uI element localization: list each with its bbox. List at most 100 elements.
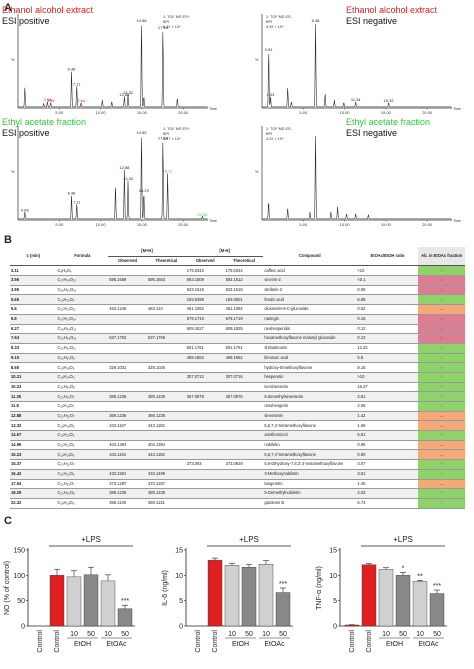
chromatogram-title: Ethanol alcohol extract	[2, 5, 94, 15]
cell-neg-theo: 357.0876	[224, 391, 264, 402]
cell-pos-theo	[147, 401, 186, 412]
cell-formula: C₂₀H₂₀O₇	[56, 411, 109, 422]
chromatogram-trace	[262, 136, 452, 220]
cell-compound: stellarin-2	[263, 285, 357, 296]
chromatogram-1: % Time 5.00 10.00 15.00 20.00 3.563.95 6.48 7.11…	[2, 5, 217, 115]
cell-ab: ↓	[418, 314, 465, 325]
cell-pos-theo: 369.1236	[147, 411, 186, 422]
peak-label: 14.95	[136, 130, 147, 135]
cell-rt: 8.33	[10, 343, 57, 354]
peak-label: 7.64	[77, 98, 86, 103]
table-header-row-1: tᵣ (min) Formula [M+H] [M-H] Compound Et…	[10, 247, 465, 267]
cell-neg-theo	[224, 469, 264, 480]
cell-neg-obs	[185, 449, 225, 461]
peak-label: 17.54	[158, 25, 169, 30]
peak-label: 6.48	[68, 191, 77, 196]
cell-neg-obs: 593.1509	[185, 275, 225, 286]
cell-rt: 10.23	[10, 382, 57, 393]
significance-marker: ***	[279, 581, 287, 588]
cell-ratio: >10	[356, 372, 419, 383]
bar	[378, 569, 394, 627]
lps-label: +LPS	[81, 535, 101, 544]
cell-pos-obs	[108, 294, 147, 306]
x-axis-label: Time	[453, 219, 461, 223]
y-tick-label: 15	[329, 548, 337, 555]
header-abundance: Ab. in EtOAc fraction	[418, 247, 465, 267]
cell-neg-obs	[185, 411, 225, 422]
cell-pos-theo: 403.1394	[147, 440, 186, 451]
y-axis-label: IL-6 (ng/ml)	[162, 570, 169, 606]
cell-neg-theo: 461.1084	[224, 304, 264, 315]
cell-pos-obs: 389.1236	[108, 391, 147, 402]
cell-compound: 5,6,7,4'-tetramethoxyflavone	[263, 420, 357, 432]
chromatogram-2: % Time 5.00 10.00 15.00 20.00 0.81 1.03 6.48 11.3…	[255, 5, 461, 115]
cell-compound: hydroxy-trimethoxyflavone	[263, 362, 357, 373]
cell-formula: C₁₉H₁₈O₆	[56, 362, 109, 373]
detector-info: 4.22 × 10⁴	[266, 137, 284, 141]
cell-rt: 14.96	[10, 440, 57, 451]
cell-rt: 10.21	[10, 372, 57, 383]
cell-neg-theo	[224, 362, 264, 373]
compound-table: tᵣ (min) Formula [M+H] [M-H] Compound Et…	[10, 247, 465, 652]
cell-neg-obs	[185, 362, 225, 373]
peak-label: 6.48	[68, 66, 77, 71]
x-tick-label: 5.00	[299, 110, 308, 115]
x-tick-label: 20.00	[422, 222, 433, 227]
header-formula: Formula	[56, 247, 109, 267]
cell-ab: ↓	[418, 324, 465, 335]
table-row: 17.54 C₂₀H₂₀O₇ 373.1287 373.1287 tangeretin 1…	[10, 479, 465, 490]
cell-ratio: >10	[356, 265, 419, 277]
detector-info: BPI	[163, 132, 169, 136]
cell-neg-obs: 501.1761	[185, 343, 225, 354]
cell-formula: C₂₂H₂₄O₁₁	[56, 343, 109, 354]
y-tick-label: 150	[13, 548, 25, 555]
cell-rt: 22.32	[10, 498, 57, 509]
x-category-label: 50	[245, 631, 253, 638]
cell-neg-obs	[185, 479, 225, 490]
x-category-label: 10	[262, 631, 270, 638]
cell-pos-obs: 595.1669	[108, 275, 147, 286]
chromatogram-mode: ESI positive	[2, 16, 50, 26]
cell-ratio: 1.69	[356, 420, 419, 432]
cell-rt: 8.65	[10, 362, 57, 373]
group-label: EtOH	[232, 641, 249, 648]
cell-compound: vicenin-2	[263, 275, 357, 286]
peak-label: 14.96	[136, 18, 147, 23]
x-tick-label: 15.00	[381, 110, 392, 115]
cell-compound: neohesperidin	[263, 324, 357, 335]
peak-label: 15.23	[139, 188, 150, 193]
cell-formula: C₂₀H₂₀O₇	[56, 391, 109, 402]
cell-ab: ↑	[418, 498, 465, 509]
x-category-label: Control	[54, 630, 61, 653]
x-category-label: Control	[366, 630, 373, 653]
x-category-label: 50	[433, 631, 441, 638]
cell-ab: ↓	[418, 333, 465, 344]
x-tick-label: 10.00	[340, 110, 351, 115]
cell-neg-theo	[224, 449, 264, 461]
cell-pos-obs: 329.1031	[108, 362, 147, 373]
cell-rt: 11.8	[10, 401, 57, 412]
cell-formula: C₂₇H₃₀O₁₅	[56, 275, 109, 286]
bar-chart-3: 0 5 10 15 TNF-α (ng/ml) +LPS Control Control 10 *…	[316, 535, 447, 653]
cell-formula: C₁₅H₁₀O₆	[56, 430, 109, 441]
y-axis-label: TNF-α (ng/ml)	[316, 566, 323, 610]
cell-rt: 9.15	[10, 353, 57, 364]
table-row: 14.67 C₁₅H₁₀O₆ xanthomicrol 5.61 ↑	[10, 430, 465, 441]
detector-info: 1: TOF MS ES+	[163, 15, 191, 19]
cell-ratio: 3.51	[356, 469, 419, 480]
cell-pos-theo: 343.1182	[147, 449, 186, 461]
cell-compound: xanthomicrol	[263, 430, 357, 441]
cell-rt: 15.23	[10, 449, 57, 461]
detector-info: BPI	[163, 20, 169, 24]
cell-ratio: 0.96	[356, 440, 419, 451]
cell-pos-theo: 389.1236	[147, 391, 186, 402]
cell-pos-theo: 343.1182	[147, 420, 186, 432]
y-tick-label: 0	[179, 624, 183, 631]
peak-label: 18.11	[163, 169, 173, 174]
cell-pos-theo	[147, 372, 186, 383]
cell-ab: ↑	[418, 459, 465, 470]
chromatogram-mode: ESI positive	[2, 128, 50, 138]
peak-label: 0.81	[265, 47, 274, 52]
